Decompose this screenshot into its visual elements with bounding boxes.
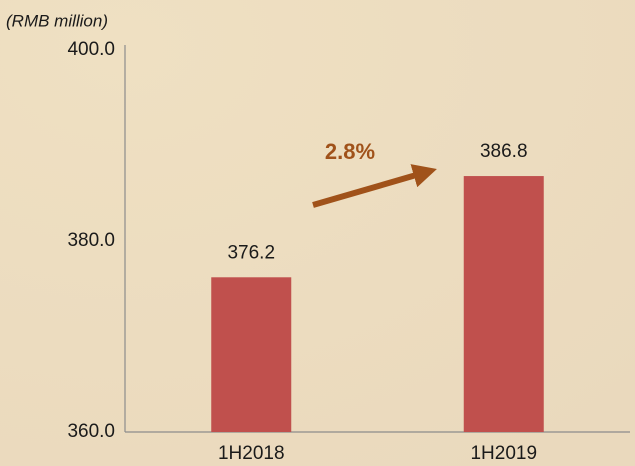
x-tick-label: 1H2019 [470, 443, 537, 464]
value-label: 376.2 [227, 242, 275, 263]
annotation: 2.8% [325, 139, 375, 164]
y-tick-label: 380.0 [67, 230, 115, 251]
growth-arrow [312, 164, 437, 208]
y-axis-title: (RMB million) [6, 11, 108, 30]
bar [463, 176, 544, 432]
y-tick-label: 360.0 [67, 421, 115, 442]
x-tick-label: 1H2018 [218, 443, 285, 464]
value-label: 386.8 [480, 141, 528, 162]
bar [211, 277, 292, 432]
y-tick-label: 400.0 [67, 39, 115, 60]
